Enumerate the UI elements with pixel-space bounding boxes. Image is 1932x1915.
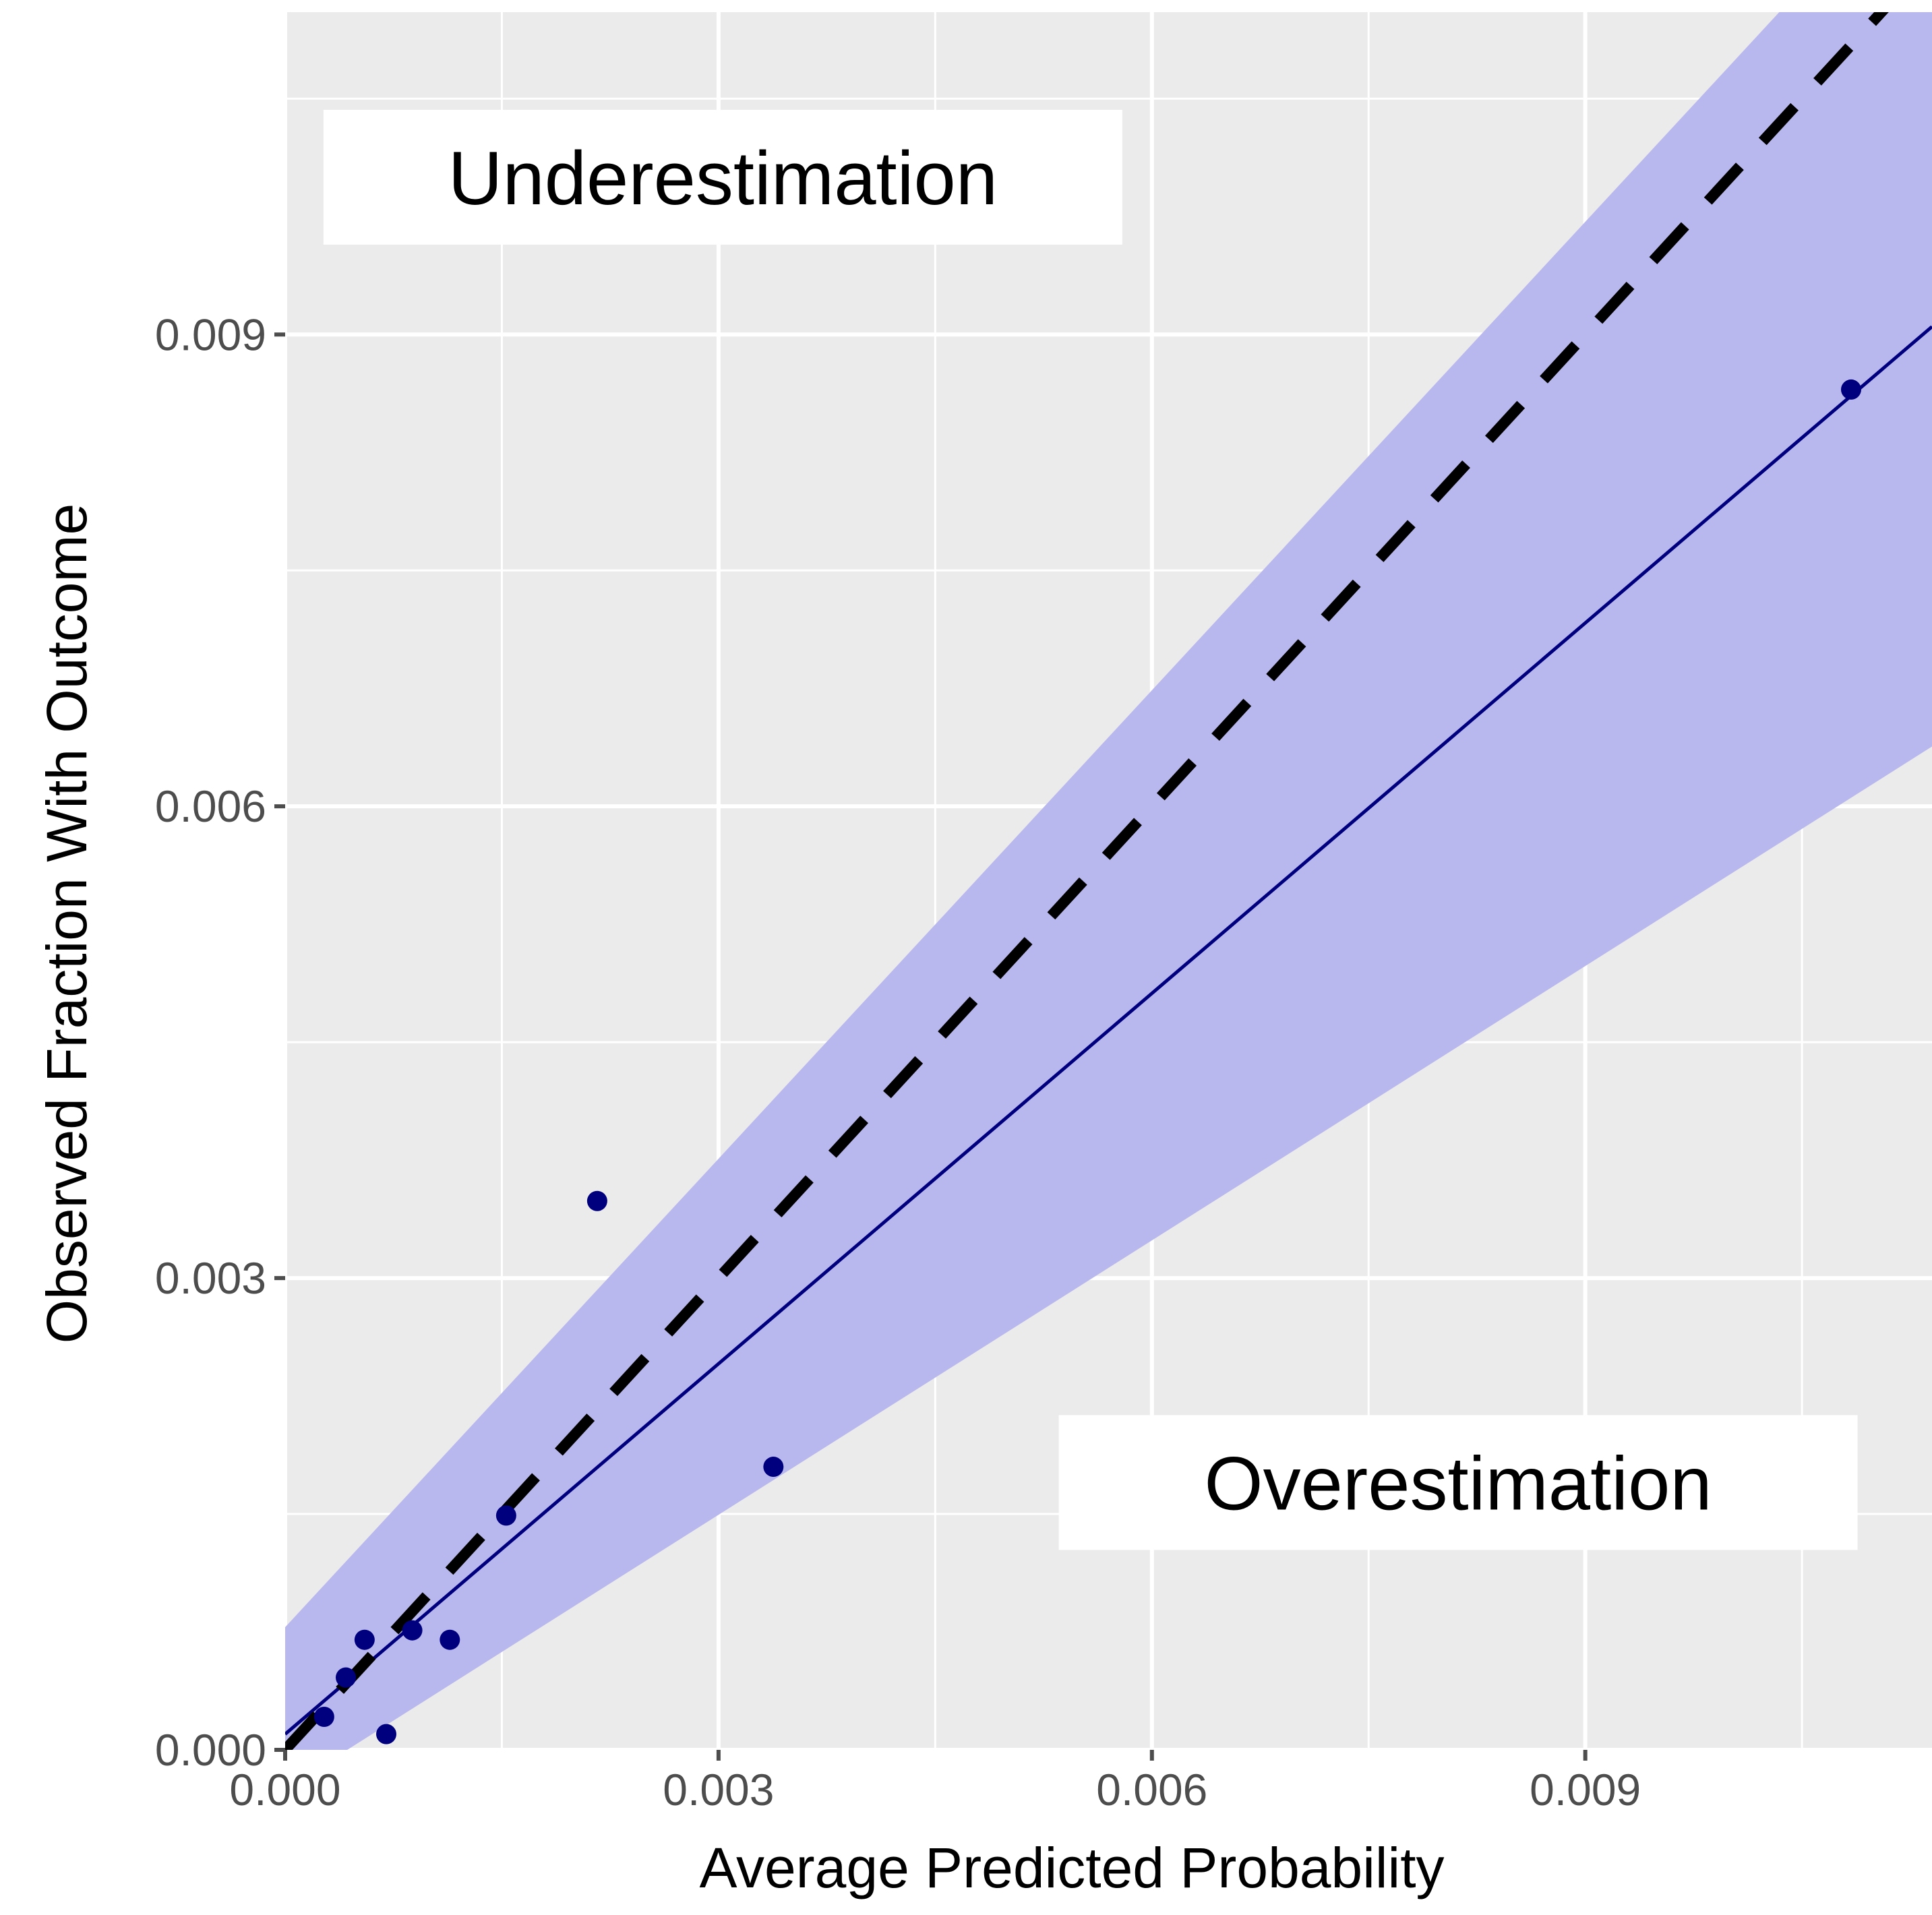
- data-point: [313, 1707, 334, 1728]
- data-point: [336, 1667, 357, 1688]
- annotation-box: [323, 109, 1122, 245]
- x-tick-label: 0.003: [663, 1765, 774, 1815]
- x-tick-label: 0.000: [229, 1765, 340, 1815]
- data-point: [586, 1190, 607, 1211]
- x-tick-label: 0.009: [1530, 1765, 1641, 1815]
- annotations: Underestimation Overestimation: [323, 109, 1858, 1550]
- data-point: [1840, 379, 1861, 400]
- annotation-label: Underestimation: [323, 109, 1122, 245]
- calibration-fit-line: [285, 325, 1932, 1736]
- data-point: [402, 1620, 423, 1641]
- y-tick-label: 0.003: [155, 1253, 266, 1303]
- data-points: [313, 379, 1861, 1744]
- annotation-text: Overestimation: [1205, 1441, 1712, 1525]
- confidence-band: [285, 12, 1932, 1750]
- y-tick-label: 0.006: [155, 781, 266, 831]
- data-point: [495, 1505, 516, 1526]
- x-axis: 0.000 0.003 0.006 0.009: [229, 1750, 1641, 1815]
- perfect-calibration-reference-line: [285, 12, 1889, 1750]
- annotation-text: Underestimation: [448, 136, 998, 220]
- y-axis-title: Observed Fraction With Outcome: [35, 504, 98, 1343]
- x-axis-title: Average Predicted Probability: [699, 1836, 1444, 1899]
- y-tick-label: 0.009: [155, 309, 266, 359]
- data-point: [354, 1629, 375, 1650]
- y-tick-label: 0.000: [155, 1725, 266, 1775]
- y-axis: 0.000 0.003 0.006 0.009: [155, 309, 285, 1775]
- annotation-label: Overestimation: [1058, 1415, 1858, 1550]
- x-tick-label: 0.006: [1096, 1765, 1207, 1815]
- data-point: [440, 1629, 460, 1650]
- data-point: [763, 1457, 784, 1478]
- data-point: [376, 1724, 397, 1744]
- annotation-box: [1058, 1415, 1858, 1550]
